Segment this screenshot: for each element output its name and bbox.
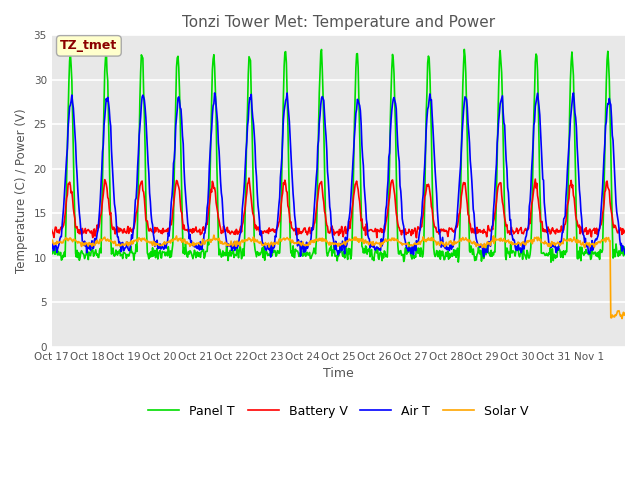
Text: TZ_tmet: TZ_tmet <box>60 39 118 52</box>
Battery V <box>431 225 439 230</box>
Solar V <box>618 316 626 322</box>
Panel T <box>102 45 110 50</box>
Panel T <box>48 249 56 254</box>
Solar V <box>210 232 218 238</box>
X-axis label: Time: Time <box>323 367 354 380</box>
Air T <box>221 225 228 231</box>
Solar V <box>48 239 56 244</box>
Panel T <box>399 252 406 258</box>
Panel T <box>271 248 279 254</box>
Air T <box>115 240 123 246</box>
Battery V <box>621 228 629 233</box>
Legend: Panel T, Battery V, Air T, Solar V: Panel T, Battery V, Air T, Solar V <box>143 400 534 423</box>
Air T <box>271 233 279 239</box>
Air T <box>431 153 438 158</box>
Panel T <box>116 247 124 253</box>
Battery V <box>245 175 253 181</box>
Title: Tonzi Tower Met: Temperature and Power: Tonzi Tower Met: Temperature and Power <box>182 15 495 30</box>
Air T <box>570 90 577 96</box>
Line: Battery V: Battery V <box>52 178 625 238</box>
Panel T <box>431 251 438 257</box>
Solar V <box>115 241 123 247</box>
Battery V <box>221 228 228 234</box>
Air T <box>621 251 629 257</box>
Air T <box>267 254 275 260</box>
Panel T <box>621 244 629 250</box>
Y-axis label: Temperature (C) / Power (V): Temperature (C) / Power (V) <box>15 108 28 273</box>
Battery V <box>271 227 279 233</box>
Battery V <box>399 228 406 233</box>
Line: Panel T: Panel T <box>52 48 625 262</box>
Battery V <box>413 235 420 240</box>
Air T <box>48 248 56 253</box>
Solar V <box>221 240 229 245</box>
Solar V <box>250 234 257 240</box>
Panel T <box>221 250 229 256</box>
Panel T <box>547 259 555 265</box>
Air T <box>399 216 406 222</box>
Line: Air T: Air T <box>52 93 625 257</box>
Solar V <box>271 241 279 247</box>
Panel T <box>250 193 257 199</box>
Battery V <box>115 229 123 235</box>
Line: Solar V: Solar V <box>52 235 625 319</box>
Air T <box>249 115 257 120</box>
Battery V <box>48 227 56 233</box>
Battery V <box>250 212 257 218</box>
Solar V <box>431 238 438 243</box>
Solar V <box>399 242 406 248</box>
Solar V <box>621 311 629 316</box>
